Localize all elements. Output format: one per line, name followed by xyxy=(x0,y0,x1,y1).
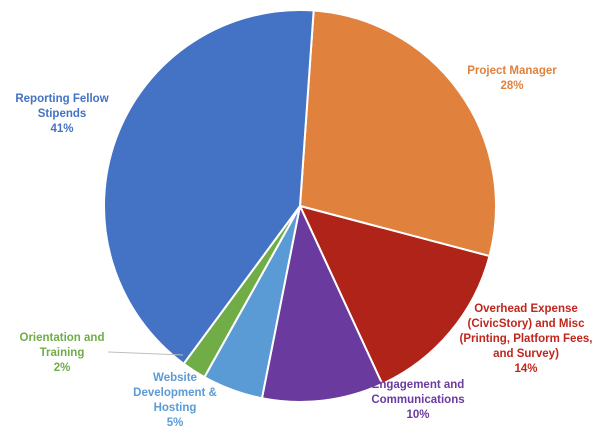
slice-label-2: Engagement and Communications 10% xyxy=(371,379,464,421)
slice-label-1: Overhead Expense (CivicStory) and Misc (Pr… xyxy=(460,303,593,375)
slice-percent-label: 2% xyxy=(54,362,71,374)
slice-label-line: Overhead Expense xyxy=(474,303,578,315)
slice-label-line: Project Manager xyxy=(467,65,557,77)
slice-label-line: Reporting Fellow xyxy=(15,93,108,105)
slice-percent-label: 10% xyxy=(406,409,429,421)
slice-label-4: Orientation and Training 2% xyxy=(20,332,105,374)
pie-slice-1 xyxy=(298,204,491,386)
slice-label-line: Training xyxy=(40,347,85,359)
slice-percent-label: 28% xyxy=(500,80,523,92)
slice-label-line: Website xyxy=(153,372,197,384)
pie-slice-2 xyxy=(260,202,384,403)
pie-slice-5 xyxy=(103,9,315,366)
slice-label-0: Project Manager 28% xyxy=(467,65,557,92)
slice-label-line: Stipends xyxy=(38,108,87,120)
slice-label-line: Hosting xyxy=(154,402,197,414)
slice-label-line: (Printing, Platform Fees, xyxy=(460,333,593,345)
slice-percent-label: 41% xyxy=(50,123,73,135)
slice-label-5: Reporting Fellow Stipends 41% xyxy=(15,93,108,135)
pie-slice-0 xyxy=(298,9,497,258)
slice-labels: Project Manager 28% Overhead Expense (Civic… xyxy=(15,65,592,429)
slice-label-line: (CivicStory) and Misc xyxy=(468,318,586,330)
slice-label-line: and Survey) xyxy=(493,348,559,360)
slice-label-line: Orientation and xyxy=(20,332,105,344)
leader-lines xyxy=(107,351,184,356)
slice-label-3: Website Development & Hosting 5% xyxy=(133,372,217,429)
slice-percent-label: 14% xyxy=(514,363,537,375)
leader-line-4 xyxy=(107,351,184,356)
slice-label-line: Communications xyxy=(371,394,464,406)
pie-slices xyxy=(103,9,497,403)
slice-label-line: Development & xyxy=(133,387,217,399)
slice-label-line: Engagement and xyxy=(372,379,465,391)
slice-percent-label: 5% xyxy=(167,417,184,429)
